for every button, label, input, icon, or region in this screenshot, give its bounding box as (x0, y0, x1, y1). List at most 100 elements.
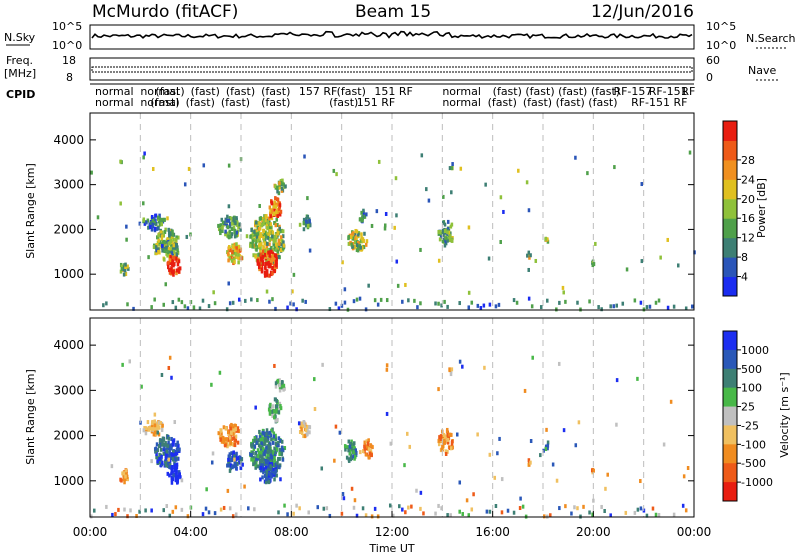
velocity-cell (363, 440, 367, 445)
nsky-panel: N.Sky 10^5 10^0 10^5 10^0 N.Search (4, 20, 796, 52)
velocity-cell (264, 480, 268, 485)
power-cell (168, 258, 172, 263)
velocity-cell (160, 428, 164, 433)
power-cell (198, 306, 202, 311)
power-cell (230, 221, 234, 226)
power-speckle (227, 163, 231, 168)
power-cell (271, 209, 274, 214)
power-cell (264, 265, 267, 270)
power-cell (328, 307, 332, 312)
velocity-colorbar: Velocity [m s⁻¹] 1000 500 100 25 -25 -100 -500… (722, 330, 791, 502)
power-cell (272, 257, 275, 262)
velocity-cell (256, 464, 260, 469)
power-cell (162, 233, 165, 238)
velocity-cell (221, 436, 224, 441)
power-cell (270, 216, 274, 221)
power-cell (142, 217, 146, 222)
power-cell (256, 298, 259, 303)
cpid-label-11: (fast) (493, 85, 522, 98)
velocity-cell (121, 471, 124, 476)
velocity-cell (500, 510, 504, 515)
power-speckle (419, 247, 422, 252)
velocity-cell (518, 506, 522, 511)
velocity-speckle (211, 451, 215, 456)
cpid-label-16: RF-151 (649, 85, 688, 98)
velocity-cell (355, 513, 359, 518)
power-cell (219, 223, 223, 228)
velocity-cell (230, 451, 233, 456)
velocity-speckle (121, 362, 124, 367)
power-cell (273, 200, 276, 205)
power-cell (419, 301, 422, 306)
power-speckle (332, 168, 336, 173)
velocity-cell (361, 506, 365, 511)
cpid-sublabel-11: (fast) (523, 96, 552, 109)
power-cell (171, 229, 174, 234)
power-speckle (404, 282, 407, 287)
x-axis-ticks: 00:00 04:00 08:00 12:00 16:00 20:00 00:00 (73, 511, 711, 539)
cpid-sublabel-5: (fast) (221, 96, 250, 109)
power-cell (666, 305, 670, 310)
power-cell (158, 222, 162, 227)
nsearch-tick-top: 10^5 (706, 20, 736, 33)
velocity-cell (280, 445, 284, 450)
power-cell (356, 248, 360, 253)
velocity-cell (443, 434, 447, 439)
velocity-cell (543, 514, 546, 519)
power-cell (275, 242, 278, 247)
power-cell (272, 235, 275, 240)
power-cell (167, 246, 171, 251)
nsky-tick-bottom: 10^0 (52, 39, 82, 52)
velocity-cell (228, 438, 231, 443)
power-cell (351, 232, 354, 237)
velocity-speckle (160, 372, 164, 377)
velocity-speckle (167, 365, 171, 370)
power-speckle (142, 155, 145, 160)
power-cell (224, 232, 227, 237)
velocity-colorbar-tick-label-1: 500 (741, 363, 762, 376)
power-cell (237, 297, 241, 302)
velocity-cell (172, 452, 175, 457)
velocity-cell (122, 471, 126, 476)
velocity-cell (247, 506, 250, 511)
velocity-cell (157, 422, 160, 427)
power-cell (156, 215, 160, 220)
cpid-label-6: (fast) (261, 85, 290, 98)
velocity-cell (444, 449, 448, 454)
power-cell (170, 269, 174, 274)
velocity-cell (224, 426, 228, 431)
power-cell (176, 248, 179, 253)
power-speckle (142, 201, 145, 206)
velocity-cell (448, 432, 451, 437)
power-cell (262, 236, 265, 241)
velocity-cell (162, 451, 165, 456)
velocity-cell (124, 477, 127, 482)
velocity-cell (328, 513, 332, 518)
nave-tick-bottom: 0 (706, 71, 713, 84)
velocity-cell (273, 446, 276, 451)
velocity-cell (278, 378, 281, 383)
power-cell (407, 298, 410, 303)
velocity-cell (364, 444, 368, 449)
power-cell (168, 261, 172, 266)
power-cell (268, 250, 272, 255)
velocity-cell (170, 443, 174, 448)
power-cell (227, 235, 231, 240)
velocity-cell (256, 448, 260, 453)
power-cell (177, 267, 180, 272)
power-cell (279, 209, 283, 214)
velocity-cell (274, 441, 278, 446)
power-cell (268, 237, 272, 242)
power-cell (268, 256, 272, 261)
power-cell (167, 265, 170, 270)
velocity-cell (546, 440, 550, 445)
power-cell (273, 245, 277, 250)
power-cell (273, 207, 276, 212)
velocity-speckle (483, 365, 486, 370)
power-cell (263, 273, 267, 278)
power-cell (255, 247, 258, 252)
velocity-cell (529, 460, 532, 465)
velocity-cell (268, 430, 272, 435)
velocity-cell (240, 457, 244, 462)
velocity-speckle (476, 432, 479, 437)
